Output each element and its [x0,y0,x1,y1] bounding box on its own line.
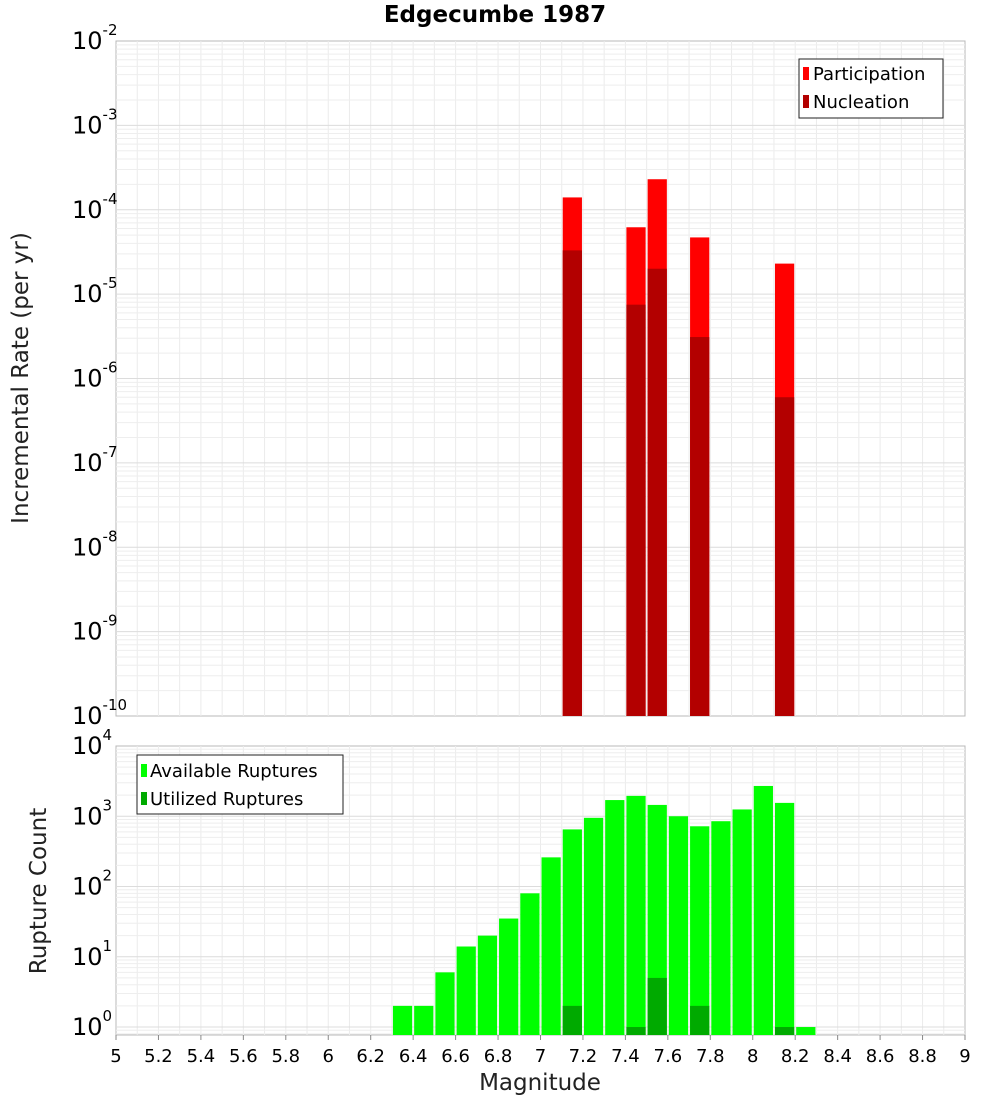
rate-legend: Participation Nucleation [798,58,944,119]
x-tick-label: 9 [959,1046,970,1067]
rate-bar-b-1 [626,304,646,716]
x-tick-label: 7.8 [696,1046,725,1067]
x-tick-label: 7 [535,1046,546,1067]
rate-panel: 10-10 10-9 10-8 10-7 10-6 10-5 10-4 10-3 10-2 In… [8,21,966,730]
count-bar-b-2 [647,977,667,1035]
count-bar-b-1 [626,1027,646,1035]
count-y-ticks: 100 101 102 103 104 [72,726,112,1041]
count-bar-a-18 [774,802,795,1035]
x-tick-label: 7.4 [611,1046,640,1067]
x-tick-label: 5.6 [229,1046,258,1067]
x-tick-label: 8.2 [781,1046,810,1067]
count-bar-a-11 [626,795,646,1035]
rate-bars [562,179,795,717]
count-bar-b-3 [690,1005,710,1035]
rate-y-tick-label: 10-6 [72,359,118,393]
utilized-ruptures-legend-label: Utilized Ruptures [150,789,303,810]
count-bar-a-12 [647,804,667,1035]
count-y-tick-label: 100 [72,1007,112,1041]
count-bar-a-15 [711,821,731,1035]
rate-y-tick-label: 10-5 [72,274,118,308]
count-bar-a-3 [456,946,476,1035]
chart-title: Edgecumbe 1987 [384,2,606,28]
x-tick-label: 7.6 [654,1046,683,1067]
x-tick-label: 5.4 [187,1046,216,1067]
rate-legend-box [798,58,944,119]
count-bar-a-0 [392,1005,413,1035]
participation-swatch [803,67,809,80]
count-legend: Available Ruptures Utilized Ruptures [136,754,344,815]
count-bar-a-8 [562,829,582,1035]
rate-y-tick-label: 10-4 [72,190,118,224]
utilized-ruptures-swatch [141,792,147,805]
x-tick-label: 8 [747,1046,758,1067]
rate-y-tick-label: 10-10 [72,696,127,730]
x-tick-label: 5 [110,1046,121,1067]
rate-y-tick-label: 10-9 [72,612,118,646]
rate-y-tick-label: 10-8 [72,527,118,561]
count-y-tick-label: 102 [72,867,112,901]
count-bar-a-7 [541,857,561,1035]
count-bar-a-16 [732,809,752,1035]
rate-y-tick-label: 10-3 [72,105,118,139]
count-bar-b-0 [562,1005,582,1035]
rate-grid [116,41,965,716]
count-y-tick-label: 103 [72,796,112,830]
participation-legend-label: Participation [813,64,925,85]
count-y-axis-label: Rupture Count [26,808,52,974]
rate-bar-b-4 [774,397,795,716]
count-bar-a-4 [477,935,498,1035]
rate-bar-b-2 [647,268,667,716]
x-tick-label: 5.2 [144,1046,173,1067]
x-tick-label: 8.8 [908,1046,937,1067]
x-tick-label: 6.4 [399,1046,428,1067]
x-tick-label: 8.6 [866,1046,895,1067]
count-legend-box [136,754,344,815]
count-bar-a-6 [520,893,540,1035]
count-bar-a-13 [668,816,689,1035]
rate-y-tick-label: 10-7 [72,443,118,477]
x-axis-ticks: 5 5.2 5.4 5.6 5.8 6 6.2 6.4 6.6 6.8 7 7.2 7.4 7.6 7.8 8… [110,1035,971,1067]
count-panel: 100 101 102 103 104 Rupture Count Available … [26,726,966,1041]
rate-bar-b-3 [690,337,710,716]
count-bar-b-4 [774,1027,795,1035]
rate-y-tick-label: 10-2 [72,21,118,55]
count-y-tick-label: 104 [72,726,112,760]
x-tick-label: 6.8 [484,1046,513,1067]
rate-y-ticks: 10-10 10-9 10-8 10-7 10-6 10-5 10-4 10-3 10-2 [72,21,127,730]
count-bar-a-1 [414,1005,434,1035]
count-y-tick-label: 101 [72,937,112,971]
rate-bar-b-0 [562,250,582,717]
x-tick-label: 7.2 [569,1046,598,1067]
count-bars [392,785,816,1035]
x-tick-label: 8.4 [823,1046,852,1067]
count-bar-a-2 [435,972,455,1035]
rate-y-axis-label: Incremental Rate (per yr) [8,232,34,524]
count-bar-a-10 [605,800,625,1035]
count-bar-a-19 [796,1027,816,1035]
x-tick-label: 6 [323,1046,334,1067]
x-tick-label: 5.8 [271,1046,300,1067]
nucleation-legend-label: Nucleation [813,92,909,113]
nucleation-swatch [803,95,809,108]
count-bar-a-5 [499,918,519,1035]
x-tick-label: 6.2 [356,1046,385,1067]
count-bar-a-17 [753,785,773,1035]
available-ruptures-swatch [141,764,147,777]
available-ruptures-legend-label: Available Ruptures [150,761,318,782]
x-tick-label: 6.6 [441,1046,470,1067]
count-bar-a-9 [583,817,604,1035]
count-bar-a-14 [690,826,710,1035]
x-axis-label: Magnitude [479,1070,601,1096]
